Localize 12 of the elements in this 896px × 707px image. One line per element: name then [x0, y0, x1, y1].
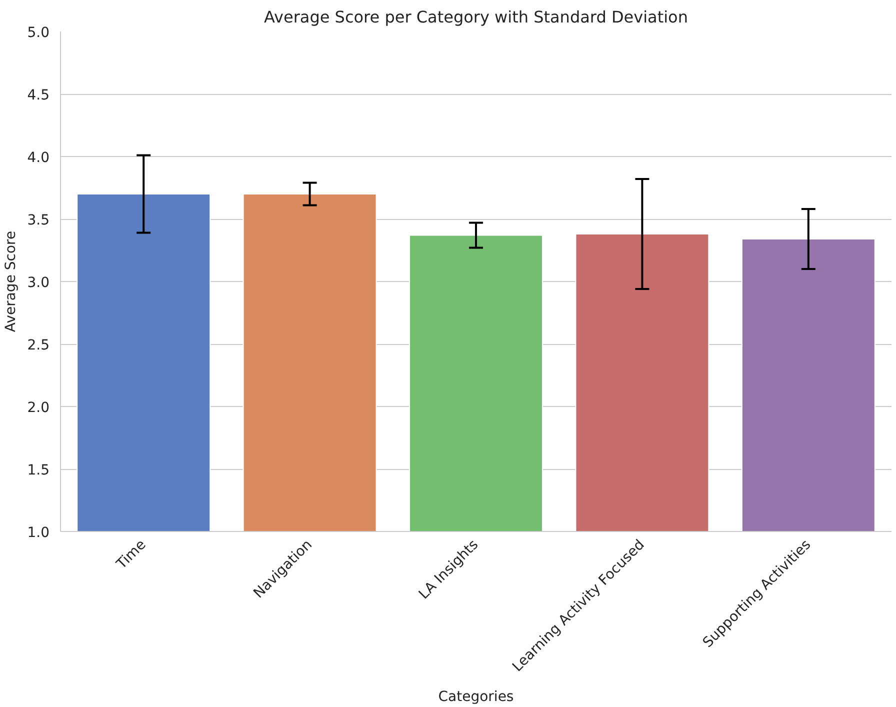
y-tick-label: 3.0	[27, 275, 50, 291]
y-axis-title: Average Score	[3, 230, 20, 332]
y-tick-label: 4.5	[27, 88, 50, 104]
y-tick-label: 4.0	[27, 150, 50, 166]
y-tick-label: 2.5	[27, 338, 50, 354]
y-tick-label: 1.0	[27, 525, 50, 541]
y-tick-label: 3.5	[27, 212, 50, 228]
chart-title: Average Score per Category with Standard Deviation	[264, 8, 688, 26]
y-tick-label: 1.5	[27, 462, 50, 478]
y-tick-label: 2.0	[27, 400, 50, 416]
y-tick-label: 5.0	[27, 25, 50, 41]
x-axis-title: Categories	[438, 688, 514, 705]
